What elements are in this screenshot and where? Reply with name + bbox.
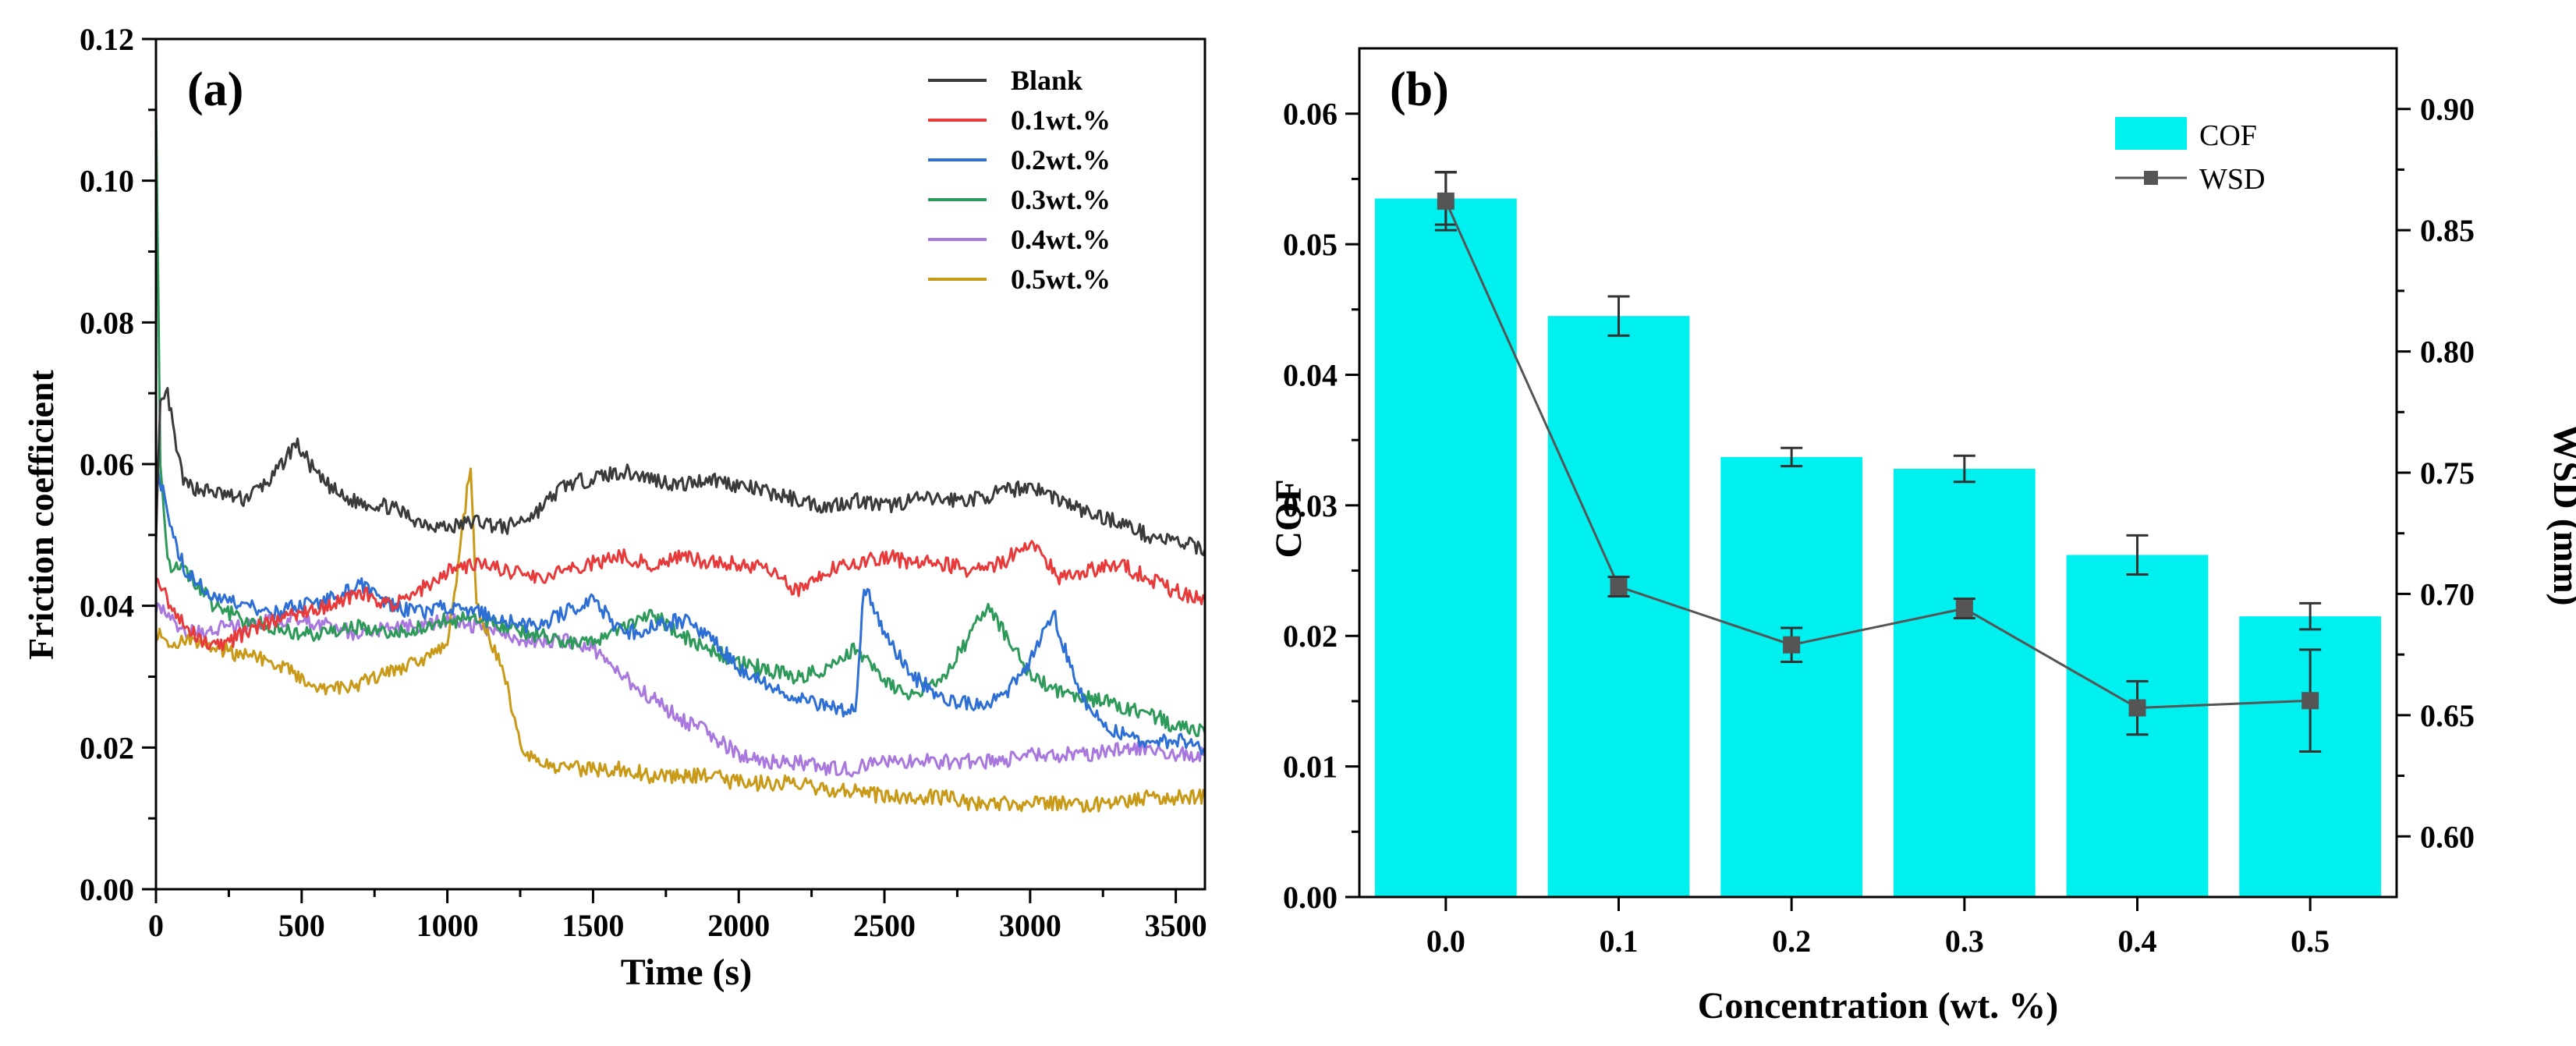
a-series-line-3 xyxy=(154,103,1207,737)
b-plot-frame xyxy=(1358,47,2398,899)
b-y2-tick-label: 0.75 xyxy=(2420,456,2475,491)
b-axes: 0.0 0.1 0.2 0.3 0.4 0.5 0.00 0.01 0.02 0.03 0.04 0.… xyxy=(1283,92,2475,959)
b-y-tick-label: 0.03 xyxy=(1283,488,1338,523)
b-y-tick-label: 0.06 xyxy=(1283,97,1338,132)
b-cof-bar xyxy=(1893,468,2036,897)
b-x-tick-label: 0.5 xyxy=(2291,924,2330,959)
a-legend-label: Blank xyxy=(1011,65,1082,96)
b-y-tick-label: 0.02 xyxy=(1283,619,1338,654)
b-legend-label-cof: COF xyxy=(2199,119,2257,152)
cof-wsd-chart: 0.0 0.1 0.2 0.3 0.4 0.5 0.00 0.01 0.02 0.03 0.04 0.… xyxy=(1268,47,2576,1026)
a-y-tick-label: 0.12 xyxy=(80,22,134,57)
a-y-tick-label: 0.02 xyxy=(80,730,134,765)
b-y2-tick-label: 0.70 xyxy=(2420,576,2475,612)
b-wsd-marker xyxy=(1437,192,1455,210)
b-x-tick-label: 0.3 xyxy=(1945,924,1984,959)
a-y-tick-label: 0.06 xyxy=(80,447,134,482)
b-cof-bars xyxy=(1374,171,2382,898)
b-wsd-marker xyxy=(2301,692,2319,710)
a-series-lines xyxy=(154,103,1207,814)
a-x-tick-label: 2500 xyxy=(853,908,916,943)
a-x-tick-label: 3000 xyxy=(999,908,1061,943)
a-x-axis-title: Time (s) xyxy=(621,952,752,993)
a-y-tick-label: 0.04 xyxy=(80,589,134,624)
a-legend-label: 0.4wt.% xyxy=(1011,224,1111,255)
b-x-tick-label: 0.2 xyxy=(1772,924,1811,959)
a-x-tick-label: 3500 xyxy=(1145,908,1207,943)
a-plot-frame xyxy=(154,37,1207,891)
b-y-tick-label: 0.00 xyxy=(1283,880,1338,915)
b-legend: COF WSD xyxy=(2115,117,2265,196)
a-x-tick-label: 2000 xyxy=(707,908,770,943)
a-x-tick-label: 0 xyxy=(148,908,164,943)
b-cof-bar xyxy=(1374,198,1517,897)
b-y2-tick-label: 0.60 xyxy=(2420,819,2475,854)
a-legend-label: 0.3wt.% xyxy=(1011,184,1111,215)
a-series-line-0 xyxy=(154,387,1207,556)
b-wsd-polyline xyxy=(1444,200,2311,710)
friction-coefficient-chart: 0 500 1000 1500 2000 2500 3000 3500 0.00 0.02 0.04… xyxy=(21,22,1207,993)
b-y2-axis-title: WSD (mm) xyxy=(2546,424,2576,605)
b-wsd-line xyxy=(1434,171,2322,753)
b-wsd-marker xyxy=(1783,636,1801,654)
b-x-tick-label: 0.1 xyxy=(1600,924,1639,959)
b-wsd-marker xyxy=(1610,578,1628,596)
b-x-tick-label: 0.4 xyxy=(2118,924,2157,959)
b-y-axis-title: COF xyxy=(1268,479,1309,558)
b-legend-label-wsd: WSD xyxy=(2199,163,2265,196)
a-series-line-5 xyxy=(154,467,1207,814)
b-y2-tick-label: 0.85 xyxy=(2420,213,2475,248)
a-series-line-2 xyxy=(154,466,1207,755)
a-y-tick-label: 0.10 xyxy=(80,164,134,199)
b-y2-tick-label: 0.80 xyxy=(2420,335,2475,370)
b-wsd-marker xyxy=(2128,699,2146,717)
a-legend-label: 0.5wt.% xyxy=(1011,264,1111,295)
a-axes: 0 500 1000 1500 2000 2500 3000 3500 0.00 0.02 0.04… xyxy=(80,22,1207,943)
a-legend-label: 0.1wt.% xyxy=(1011,105,1111,136)
a-legend: Blank 0.1wt.% 0.2wt.% 0.3wt.% 0.4wt.% 0.5wt.% xyxy=(928,65,1111,295)
b-y-tick-label: 0.05 xyxy=(1283,227,1338,262)
b-panel-label: (b) xyxy=(1390,63,1449,116)
b-wsd-marker xyxy=(1955,600,1973,618)
a-panel-label: (a) xyxy=(187,63,243,116)
b-x-axis-title: Concentration (wt. %) xyxy=(1698,985,2059,1026)
a-legend-label: 0.2wt.% xyxy=(1011,144,1111,176)
b-x-tick-label: 0.0 xyxy=(1426,924,1465,959)
b-legend-swatch-cof xyxy=(2115,117,2187,150)
a-y-tick-label: 0.00 xyxy=(80,872,134,907)
b-y-tick-label: 0.01 xyxy=(1283,750,1338,785)
a-y-tick-label: 0.08 xyxy=(80,305,134,340)
a-x-tick-label: 1500 xyxy=(562,908,624,943)
b-y2-tick-label: 0.65 xyxy=(2420,698,2475,733)
b-cof-bar xyxy=(1547,316,1690,898)
a-y-axis-title: Friction coefficient xyxy=(21,369,61,659)
a-x-tick-label: 500 xyxy=(278,908,325,943)
b-cof-bar xyxy=(1720,456,1863,897)
b-legend-marker-wsd xyxy=(2144,171,2158,185)
b-y-tick-label: 0.04 xyxy=(1283,357,1338,392)
b-y2-tick-label: 0.90 xyxy=(2420,92,2475,127)
a-x-tick-label: 1000 xyxy=(416,908,479,943)
a-series-line-1 xyxy=(155,540,1207,651)
